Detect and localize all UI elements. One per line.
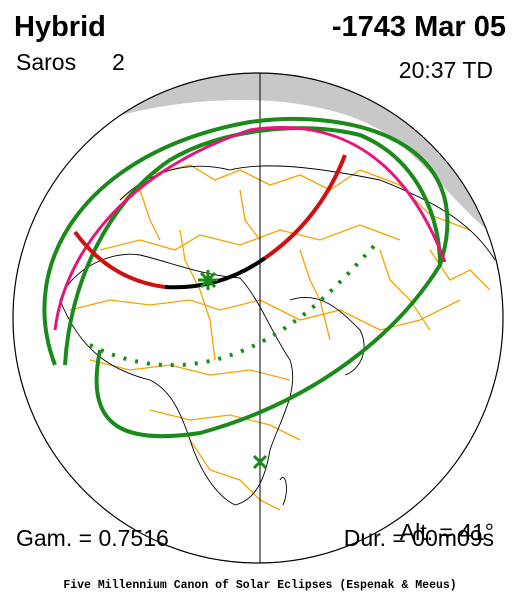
altitude: Alt. = 41° bbox=[400, 519, 494, 545]
saros-label: Saros bbox=[16, 49, 76, 75]
globe-outline bbox=[12, 72, 504, 564]
eclipse-type: Hybrid bbox=[14, 11, 106, 43]
greatest-eclipse-star bbox=[198, 270, 218, 290]
credit: Five Millennium Canon of Solar Eclipses … bbox=[63, 579, 456, 592]
eclipse-time: 20:37 TD bbox=[399, 57, 493, 83]
central-path-west bbox=[73, 230, 166, 289]
saros-number: 2 bbox=[112, 49, 125, 75]
globe bbox=[12, 72, 504, 564]
eclipse-date: -1743 Mar 05 bbox=[332, 11, 506, 43]
duration: Dur. = 00m09s bbox=[344, 525, 494, 551]
max-eclipse-line bbox=[89, 238, 382, 368]
rise-set-curve bbox=[53, 126, 447, 331]
globe-disk bbox=[13, 73, 503, 563]
penumbra-limit bbox=[42, 116, 450, 439]
gamma: Gam. = 0.7516 bbox=[16, 525, 169, 551]
subsolar-point bbox=[252, 454, 268, 470]
central-path-east bbox=[263, 154, 347, 260]
